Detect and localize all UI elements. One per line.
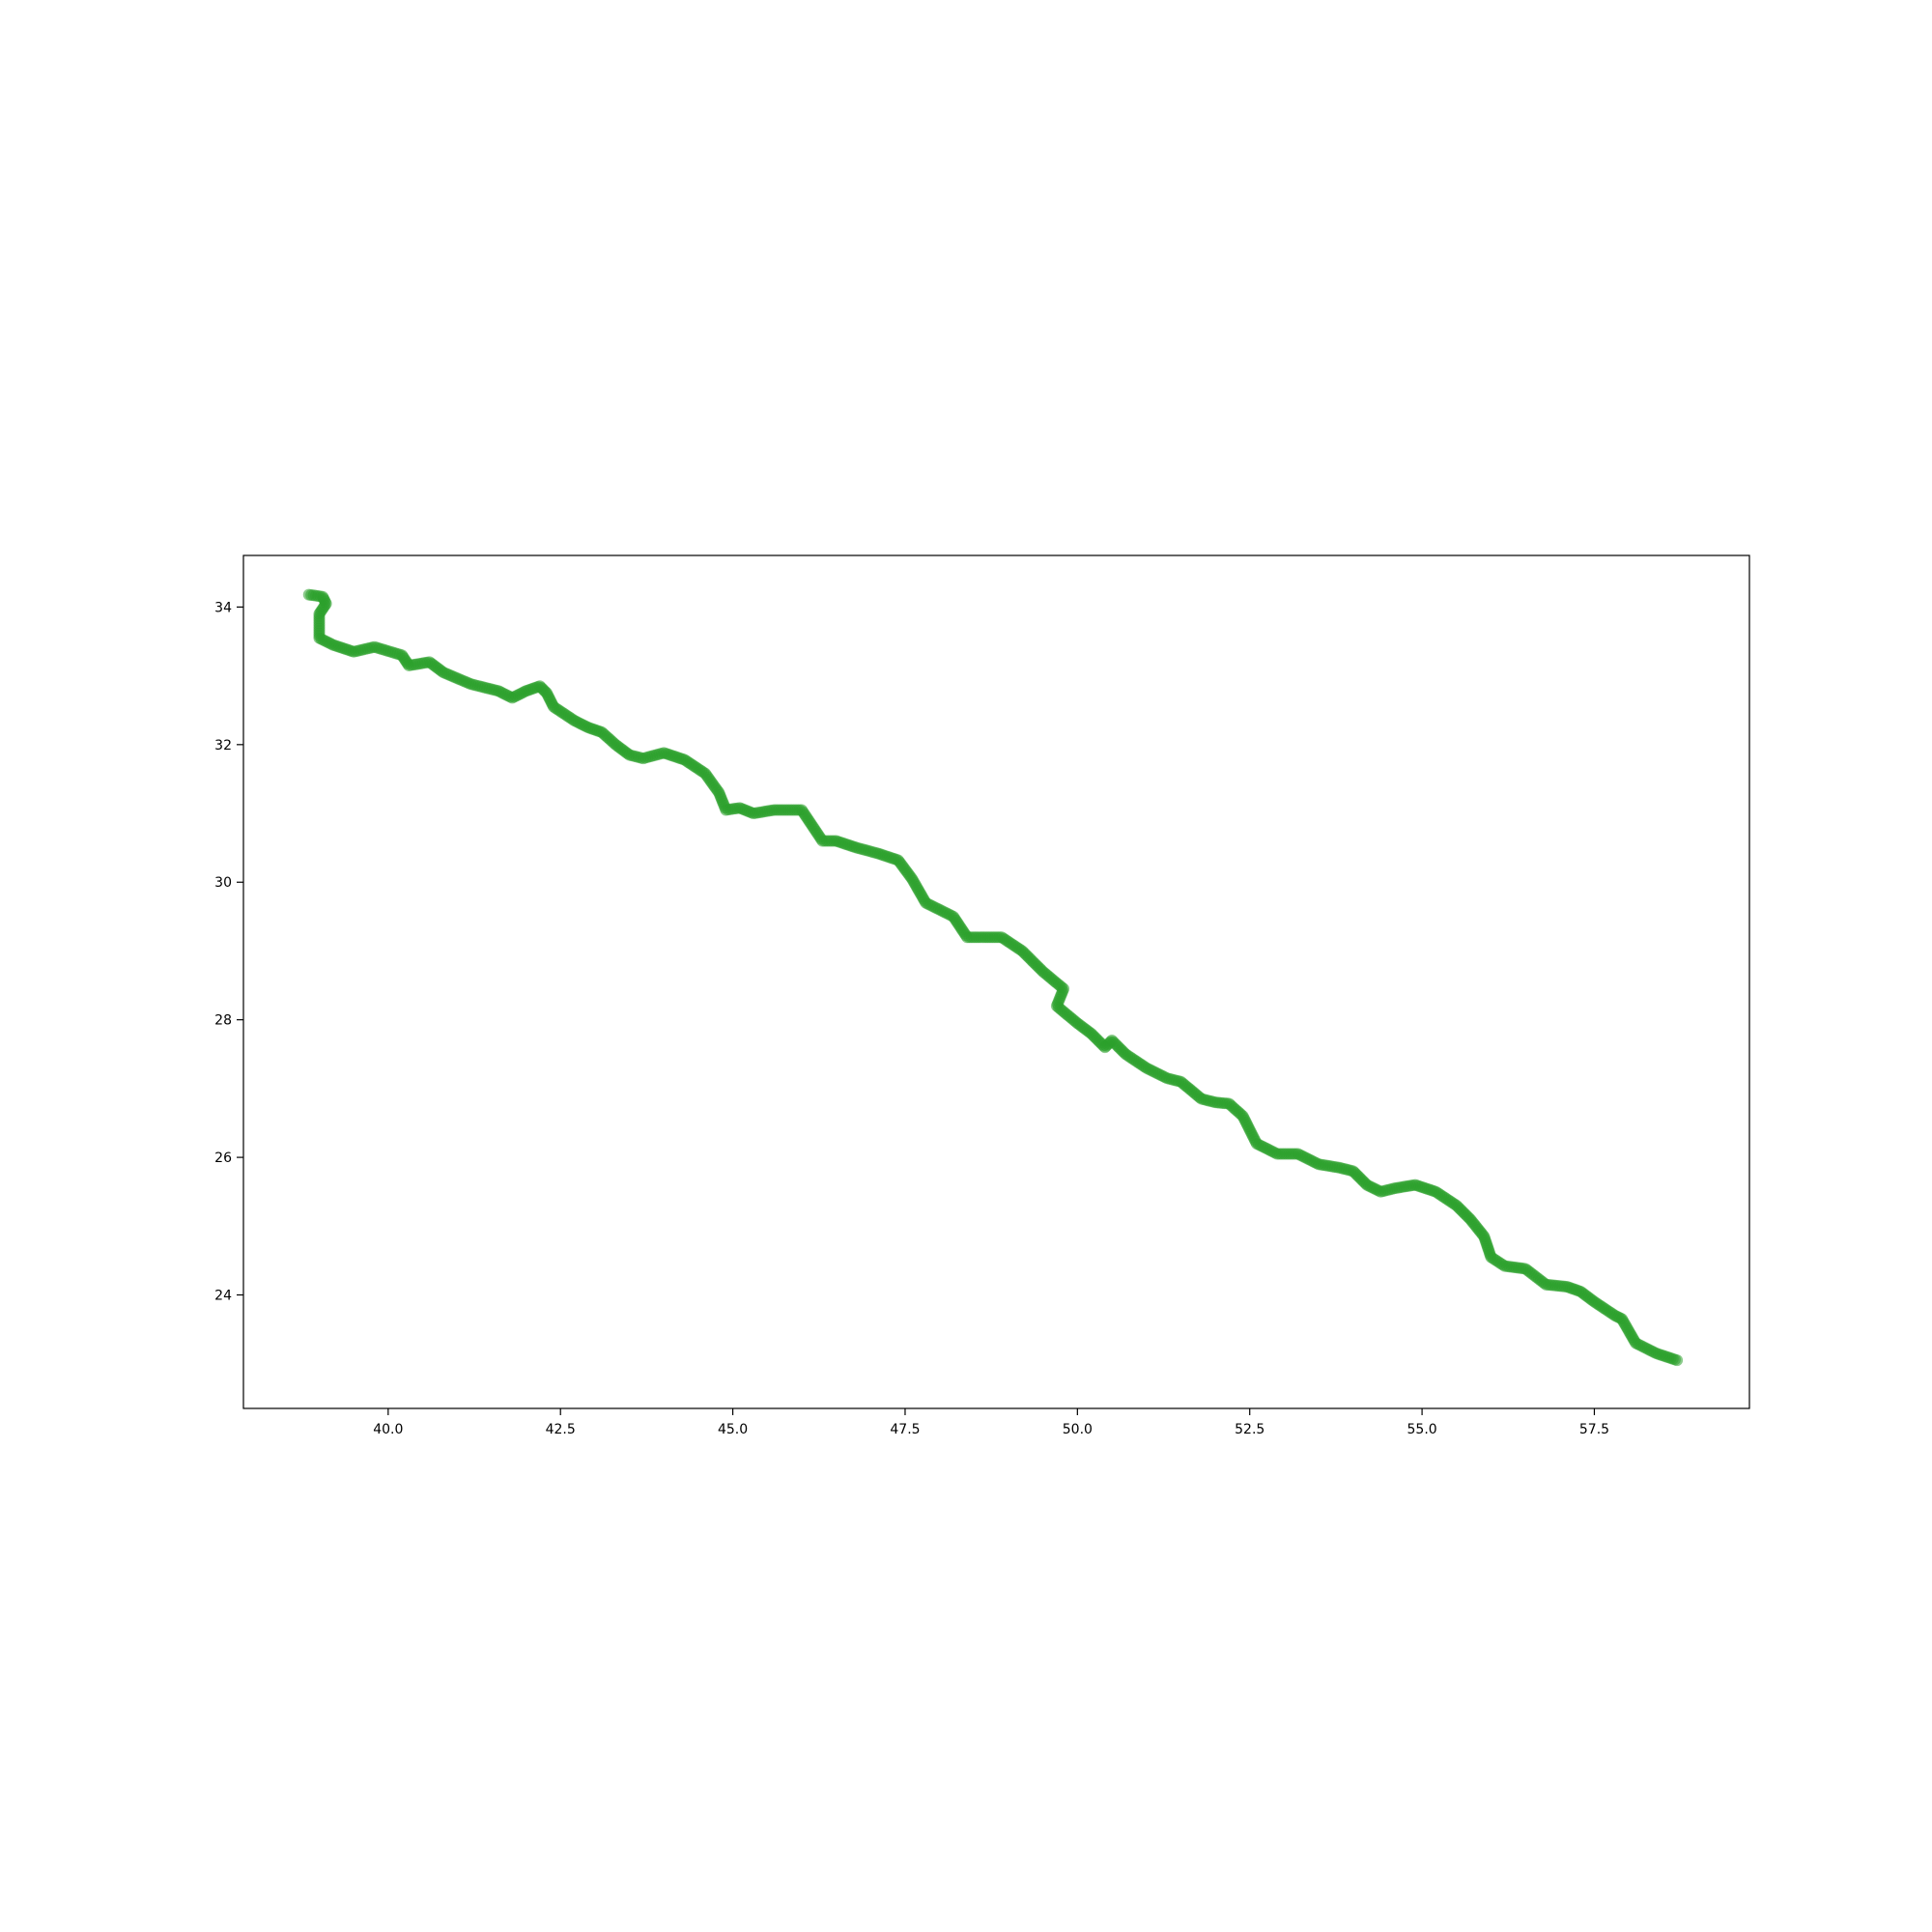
y-tick-label: 26 xyxy=(214,1151,232,1166)
x-tick-label: 55.0 xyxy=(1407,1422,1437,1437)
y-tick-label: 24 xyxy=(214,1289,232,1304)
x-tick-label: 45.0 xyxy=(718,1422,748,1437)
x-tick-label: 52.5 xyxy=(1235,1422,1264,1437)
x-tick-label: 40.0 xyxy=(373,1422,403,1437)
x-tick-label: 47.5 xyxy=(890,1422,920,1437)
y-tick-label: 34 xyxy=(214,600,232,615)
scatter-series xyxy=(302,588,1684,1367)
x-tick-label: 57.5 xyxy=(1579,1422,1609,1437)
x-axis: 40.0 42.5 45.0 47.5 50.0 52.5 55.0 57.5 xyxy=(373,1408,1609,1437)
y-tick-label: 28 xyxy=(214,1013,232,1029)
y-tick-label: 32 xyxy=(214,738,232,753)
y-tick-label: 30 xyxy=(214,875,232,891)
y-axis: 24 26 28 30 32 34 xyxy=(214,600,243,1304)
plot-frame xyxy=(242,554,1750,1409)
scatter-point xyxy=(1671,1354,1684,1367)
x-tick-label: 50.0 xyxy=(1063,1422,1093,1437)
x-tick-label: 42.5 xyxy=(546,1422,576,1437)
